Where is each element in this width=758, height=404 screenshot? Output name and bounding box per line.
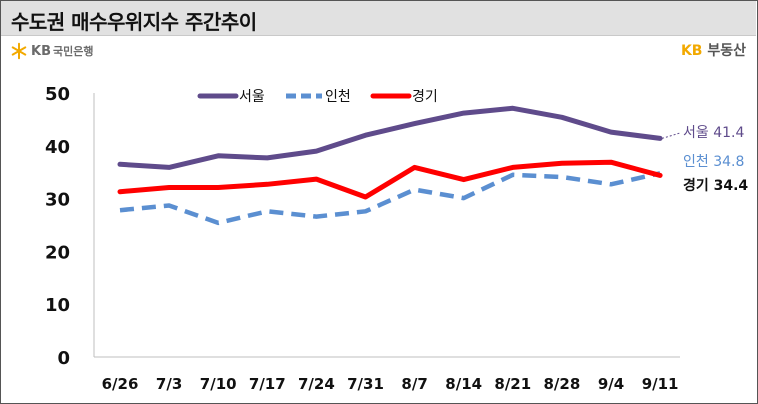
end-label-1: 인천 34.8 [683, 154, 744, 170]
x-tick-label: 7/10 [200, 375, 237, 393]
y-tick-label: 30 [45, 190, 70, 211]
end-labels: 서울 41.4 인천 34.8 경기 34.4 [661, 125, 748, 194]
kb-star-icon [11, 42, 27, 60]
series-line-2 [117, 159, 663, 200]
legend-label-1: 인천 [325, 89, 351, 105]
series-line-0 [117, 105, 663, 170]
end-label-2: 경기 34.4 [683, 177, 748, 194]
x-tick-label: 8/28 [544, 375, 581, 393]
kb-realestate-logo: KB 부동산 [681, 40, 746, 60]
end-label-0: 서울 41.4 [683, 125, 744, 141]
series-layer [117, 105, 663, 226]
series-line-1 [119, 171, 661, 226]
legend: 서울 인천 경기 [197, 89, 438, 105]
title-bar: 수도권 매수우위지수 주간추이 [1, 1, 756, 36]
kb-logo-text: KB [31, 43, 51, 59]
kb-realestate-name: 부동산 [707, 43, 746, 59]
y-tick-label: 20 [45, 242, 70, 263]
x-tick-label: 7/3 [156, 375, 182, 393]
end-leader-0 [661, 132, 681, 139]
bank-logo-text: 국민은행 [52, 45, 94, 58]
chart-title: 수도권 매수우위지수 주간추이 [11, 10, 257, 34]
kb-bank-logo: KB 국민은행 [10, 42, 93, 60]
y-tick-label: 40 [45, 137, 70, 158]
y-tick-label: 0 [57, 348, 70, 369]
x-tick-label: 8/14 [445, 375, 482, 393]
legend-label-2: 경기 [412, 89, 438, 105]
y-tick-label: 10 [45, 295, 70, 316]
x-tick-label: 8/21 [494, 375, 531, 393]
x-tick-label: 6/26 [102, 375, 139, 393]
x-tick-label: 7/24 [298, 375, 335, 393]
kb-realestate-kb: KB [680, 43, 703, 59]
x-tick-label: 8/7 [401, 375, 427, 393]
legend-label-0: 서울 [239, 89, 265, 105]
x-tick-label: 9/4 [598, 375, 624, 393]
x-tick-label: 9/11 [642, 375, 679, 393]
x-tick-label: 7/17 [249, 375, 286, 393]
chart-axes: 0 10 20 30 40 50 6/26 7/3 7/10 7/17 7/24 7/31 8/7 8/1… [45, 84, 680, 393]
y-tick-label: 50 [45, 84, 70, 105]
x-tick-label: 7/31 [347, 375, 384, 393]
